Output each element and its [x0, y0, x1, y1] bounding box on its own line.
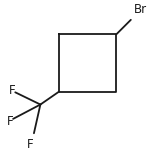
Text: Br: Br	[134, 3, 147, 16]
Text: F: F	[9, 84, 15, 97]
Text: F: F	[27, 138, 34, 150]
Text: F: F	[7, 115, 13, 128]
